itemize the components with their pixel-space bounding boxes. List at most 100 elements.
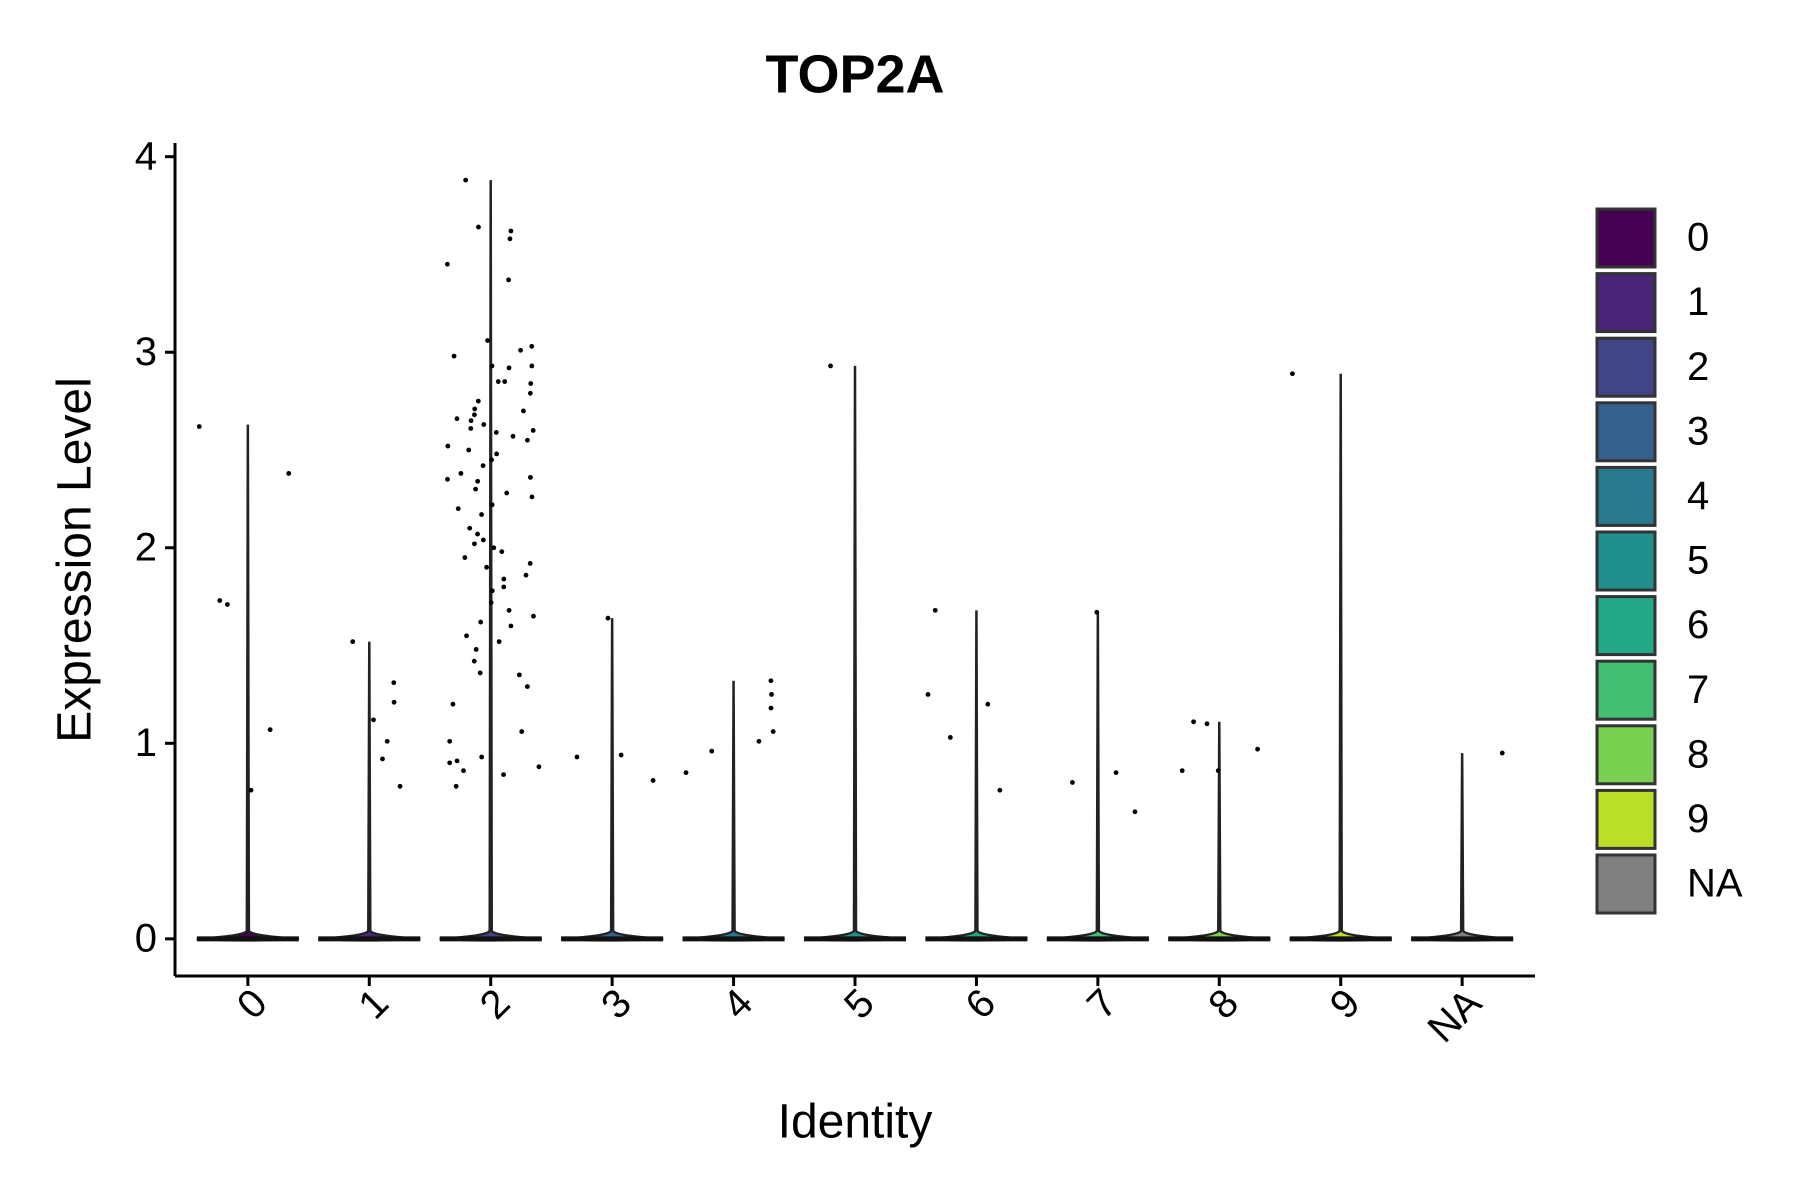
point (350, 639, 356, 645)
point (450, 701, 456, 707)
violin (803, 365, 907, 942)
point (447, 738, 453, 744)
point (527, 561, 533, 566)
point (932, 607, 938, 613)
x-tick-label: 7 (1079, 981, 1126, 1028)
point (756, 738, 762, 744)
point (1094, 609, 1100, 615)
point (371, 717, 376, 723)
point (947, 735, 953, 740)
x-tick-label: 1 (350, 981, 397, 1028)
legend-key (1595, 595, 1657, 657)
point (528, 381, 534, 386)
point (506, 607, 512, 613)
x-tick-label: 5 (836, 981, 883, 1028)
y-axis-title: Expression Level (49, 377, 102, 743)
point (502, 379, 508, 384)
point (217, 598, 223, 603)
legend-key (1595, 853, 1657, 915)
point (472, 541, 477, 547)
point (473, 486, 478, 492)
point (489, 457, 494, 463)
point (985, 701, 991, 707)
violin (439, 180, 542, 942)
point (480, 463, 486, 469)
point (466, 447, 472, 453)
point (495, 379, 501, 384)
point (1204, 721, 1210, 727)
zero-points (682, 936, 785, 942)
point (491, 545, 497, 551)
zero-points (439, 936, 542, 942)
point (473, 647, 479, 652)
point (447, 760, 453, 766)
legend-label: 5 (1687, 539, 1709, 583)
point (518, 347, 523, 353)
point (1179, 768, 1185, 774)
point (536, 764, 542, 770)
point (468, 418, 474, 424)
legend-label: 0 (1687, 216, 1709, 260)
x-tick-label: 0 (229, 981, 276, 1028)
legend-label: 2 (1687, 345, 1709, 389)
point (1113, 770, 1119, 776)
point (516, 672, 522, 678)
point (528, 474, 533, 480)
point (455, 506, 461, 512)
point (519, 729, 525, 734)
x-tick-label: NA (1420, 981, 1491, 1052)
legend-key (1595, 272, 1657, 334)
point (444, 261, 450, 267)
point (489, 588, 495, 594)
point (527, 390, 533, 396)
legend-key (1595, 659, 1657, 721)
point (768, 678, 774, 684)
point (531, 613, 536, 619)
zero-points (1168, 936, 1271, 942)
point (506, 277, 511, 283)
point (478, 619, 484, 625)
legend-label: 6 (1687, 603, 1709, 647)
point (769, 692, 774, 697)
legend-key (1595, 465, 1657, 527)
legend-label: 3 (1687, 409, 1709, 453)
point (496, 639, 502, 645)
point (683, 770, 689, 776)
x-tick-label: 8 (1200, 981, 1247, 1028)
point (384, 738, 390, 744)
point (499, 549, 505, 555)
point (475, 398, 481, 404)
point (479, 512, 484, 517)
point (475, 531, 480, 537)
legend-key (1595, 788, 1657, 850)
legend-key (1595, 336, 1657, 398)
point (391, 699, 397, 705)
point (462, 555, 468, 560)
point (925, 692, 931, 697)
point (454, 416, 460, 422)
zero-points (1046, 936, 1149, 942)
point (768, 705, 774, 711)
point (479, 754, 485, 760)
point (464, 633, 469, 639)
point (286, 471, 292, 476)
violin (196, 424, 299, 942)
point (997, 787, 1003, 793)
point (477, 670, 483, 676)
point (524, 684, 530, 690)
x-tick-label: 9 (1322, 981, 1369, 1028)
point (488, 600, 494, 605)
violin (1168, 721, 1271, 942)
point (248, 787, 254, 793)
legend-label: 8 (1687, 732, 1709, 776)
point (267, 727, 273, 733)
x-tick-label: 2 (472, 981, 519, 1028)
point (485, 338, 490, 343)
point (454, 758, 460, 764)
point (494, 451, 500, 457)
point (472, 412, 477, 418)
point (618, 752, 624, 758)
point (380, 756, 385, 762)
violin (1289, 373, 1392, 942)
